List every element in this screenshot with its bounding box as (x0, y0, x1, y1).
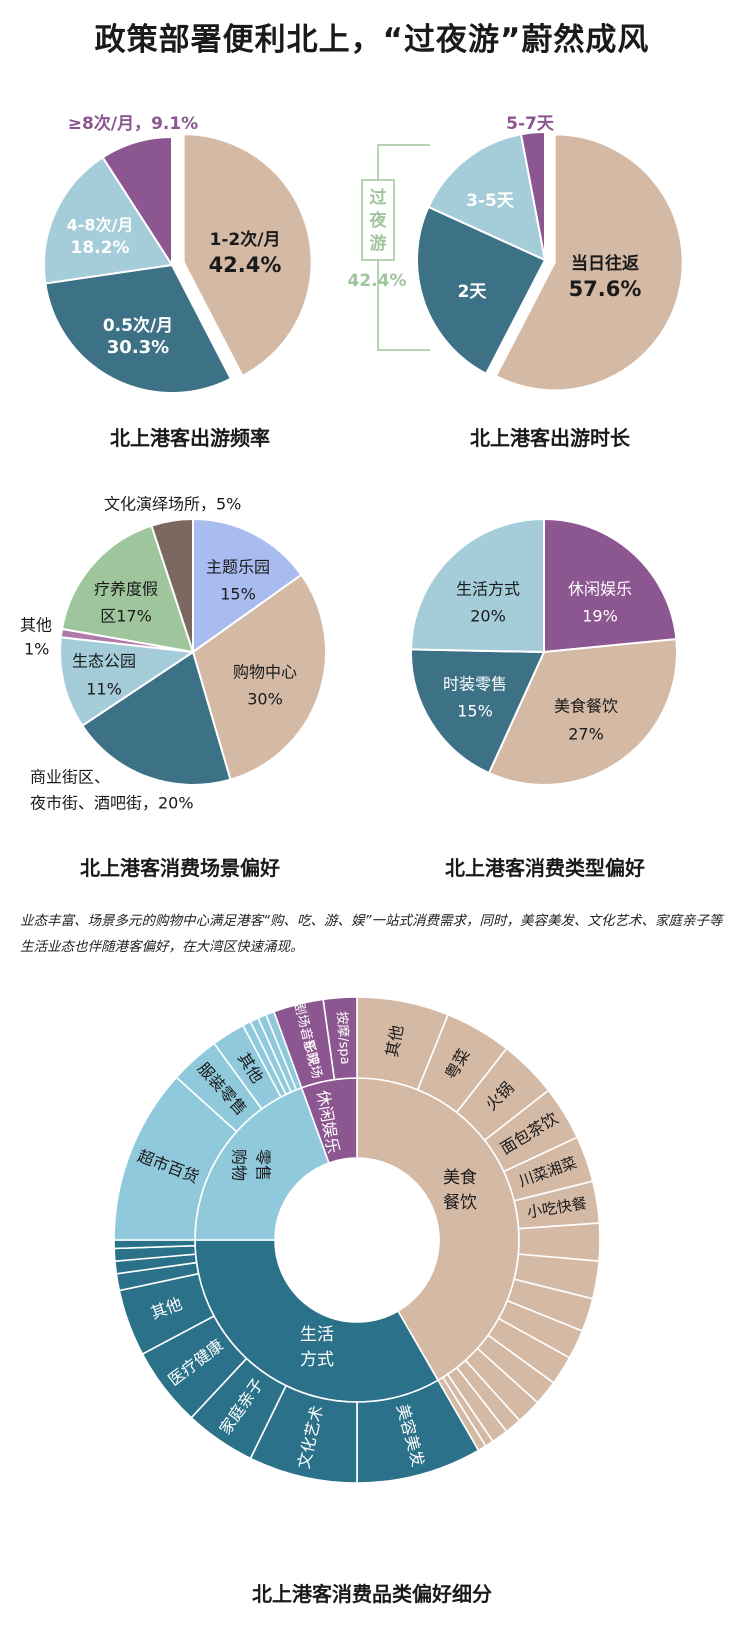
overnight-char-2: 夜 (369, 210, 388, 231)
pie-slice-scene-7 (150, 517, 194, 653)
sunburst-inner-label-2b: 方式 (300, 1350, 334, 1370)
pie-slice-scene-4 (59, 636, 196, 728)
pie-slice-type-1 (543, 517, 678, 654)
label-scene-1: 主题乐园 (206, 558, 270, 577)
chart-title-frequency: 北上港客出游频率 (110, 426, 270, 450)
pie-slice-freq-2 (44, 263, 233, 394)
value-freq-3: 18.2% (71, 238, 130, 258)
pie-slice-type-4 (410, 517, 545, 654)
label-type-2: 美食餐饮 (554, 697, 618, 716)
label-dur-2: 2天 (458, 282, 488, 302)
sunburst-outer-35 (322, 996, 358, 1081)
chart-title-type: 北上港客消费类型偏好 (445, 856, 645, 880)
page-title: 政策部署便利北上，“过夜游”蔚然成风 (94, 22, 650, 58)
overnight-char-3: 游 (370, 233, 387, 254)
sunburst-inner-label-3b: 零售 (254, 1149, 273, 1181)
sunburst-inner-label-3a: 购物 (230, 1149, 249, 1181)
overnight-char-1: 过 (370, 188, 387, 208)
label-scene-3b: 夜市街、酒吧街，20% (30, 794, 194, 813)
pie-slice-freq-4 (101, 135, 173, 269)
value-type-2: 27% (568, 725, 604, 744)
label-freq-3: 4-8次/月 (67, 216, 134, 235)
label-freq-2: 0.5次/月 (103, 315, 173, 336)
intro-paragraph: 业态丰富、场景多元的购物中心满足港客“购、吃、游、娱”一站式消费需求，同时，美容… (20, 913, 723, 955)
value-type-3: 15% (457, 702, 493, 721)
label-freq-1: 1-2次/月 (210, 229, 281, 250)
value-scene-1: 15% (220, 585, 256, 604)
label-scene-3a: 商业街区、 (30, 768, 110, 787)
pie-slice-scene-6 (60, 524, 195, 654)
value-type-4: 20% (470, 607, 506, 626)
label-type-3: 时装零售 (443, 675, 507, 694)
pie-slice-dur-2 (416, 205, 547, 376)
pie-slice-type-3 (410, 648, 546, 775)
value-scene-4: 11% (86, 680, 122, 699)
value-freq-1: 42.4% (209, 253, 282, 277)
chart-title-duration: 北上港客出游时长 (470, 426, 630, 450)
chart-title-category: 北上港客消费品类偏好细分 (252, 1582, 492, 1606)
label-scene-6a: 疗养度假 (94, 580, 158, 599)
pie-slice-dur-1 (494, 133, 684, 392)
chart-title-scene: 北上港客消费场景偏好 (80, 856, 280, 880)
sunburst-inner-label-1a: 美食 (443, 1168, 477, 1188)
overnight-value: 42.4% (348, 271, 407, 291)
label-dur-1: 当日往返 (571, 253, 639, 274)
label-type-4: 生活方式 (456, 580, 520, 599)
sunburst-inner-label-1b: 餐饮 (443, 1193, 477, 1213)
label-dur-3: 3-5天 (466, 191, 515, 211)
label-scene-5: 其他 (20, 616, 52, 635)
label-scene-4: 生态公园 (72, 652, 136, 671)
pie-slice-freq-1 (182, 133, 313, 378)
value-scene-5: 1% (24, 640, 49, 659)
label-scene-6b: 区17% (100, 607, 152, 626)
sunburst-inner-label-2a: 生活 (300, 1325, 334, 1345)
value-type-1: 19% (582, 607, 618, 626)
pie-slice-scene-3 (80, 650, 232, 786)
pie-slice-dur-4 (519, 130, 546, 261)
label-freq-4: ≥8次/月，9.1% (68, 113, 198, 134)
value-scene-2: 30% (247, 690, 283, 709)
pie-slice-scene-2 (191, 573, 327, 781)
pie-slice-freq-3 (43, 155, 174, 285)
label-scene-7: 文化演绎场所，5% (104, 495, 241, 514)
label-scene-2: 购物中心 (233, 663, 297, 682)
label-type-1: 休闲娱乐 (568, 580, 632, 599)
value-freq-2: 30.3% (107, 337, 169, 358)
pie-slice-dur-3 (427, 133, 547, 262)
overnight-label-box (361, 179, 395, 261)
label-dur-4: 5-7天 (506, 114, 555, 134)
pie-slice-type-2 (487, 638, 678, 786)
pie-slice-scene-1 (192, 517, 303, 654)
value-dur-1: 57.6% (569, 277, 642, 301)
sunburst-outer-label-35: 按摩/spa (334, 1011, 354, 1065)
